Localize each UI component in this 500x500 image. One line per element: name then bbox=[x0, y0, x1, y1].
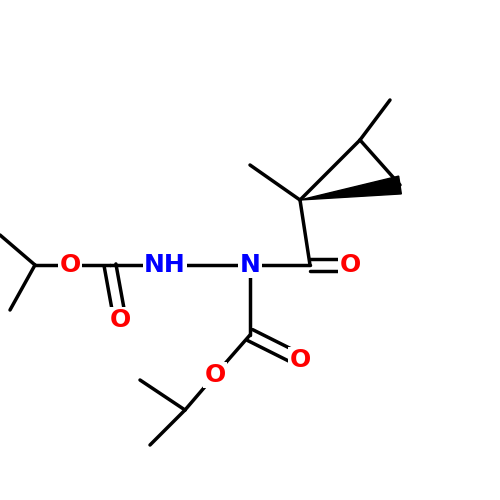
Text: O: O bbox=[110, 308, 130, 332]
Text: O: O bbox=[204, 363, 226, 387]
Text: NH: NH bbox=[144, 253, 186, 277]
Text: O: O bbox=[60, 253, 80, 277]
Polygon shape bbox=[300, 176, 402, 200]
Text: O: O bbox=[290, 348, 310, 372]
Text: O: O bbox=[340, 253, 360, 277]
Text: N: N bbox=[240, 253, 260, 277]
